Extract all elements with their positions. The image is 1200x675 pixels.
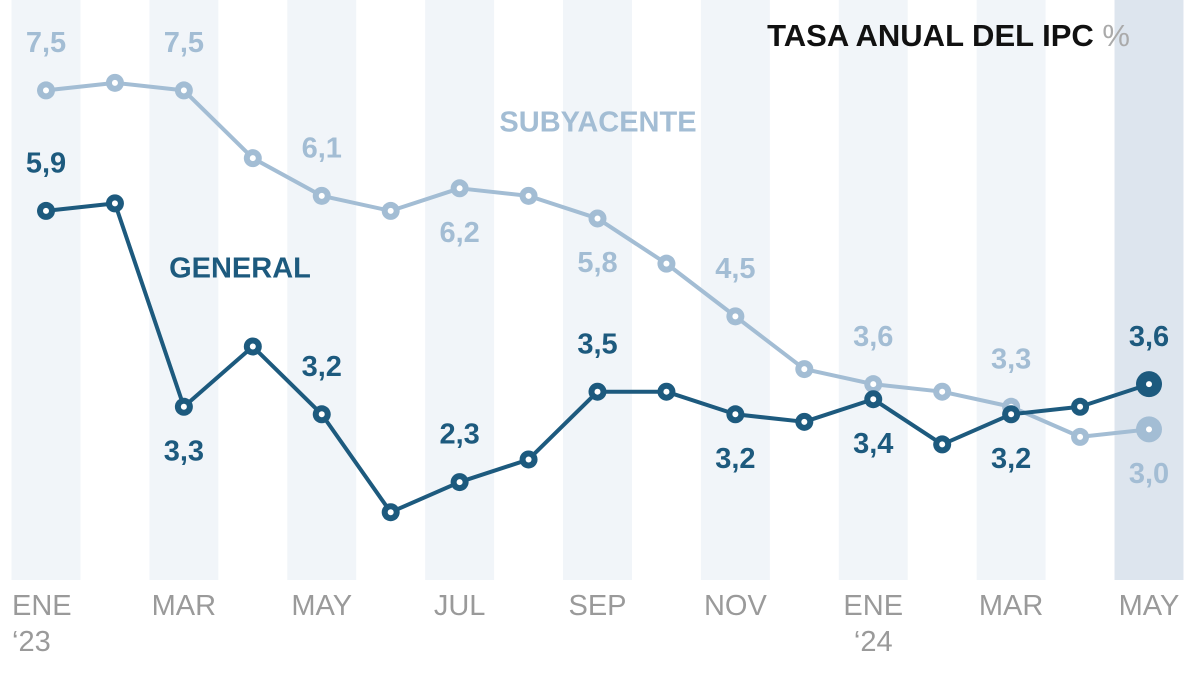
series-name: SUBYACENTE	[499, 107, 696, 139]
data-label: 3,6	[853, 321, 893, 353]
series-name: GENERAL	[169, 253, 311, 285]
data-label: 3,3	[991, 343, 1031, 375]
point-dot	[43, 207, 49, 214]
point-dot	[1146, 381, 1152, 388]
point-dot	[663, 388, 670, 395]
x-tick-label: MAY	[1118, 590, 1180, 622]
data-label: 6,2	[439, 217, 479, 249]
point-dot	[939, 441, 946, 448]
band	[563, 0, 632, 580]
point-dot	[870, 381, 877, 388]
data-label: 7,5	[164, 27, 204, 59]
point-dot	[732, 313, 739, 320]
x-tick-label: JUL	[433, 590, 486, 622]
point-dot	[318, 192, 325, 199]
data-label: 2,3	[439, 419, 479, 451]
data-label: 4,5	[715, 253, 755, 285]
point-dot	[1146, 426, 1152, 433]
unit: %	[1102, 18, 1130, 53]
point-dot	[525, 456, 532, 463]
point-dot	[801, 366, 808, 373]
point-dot	[249, 155, 256, 162]
point-dot	[1008, 411, 1015, 418]
point-dot	[456, 185, 463, 192]
point-dot	[732, 411, 739, 418]
point-dot	[111, 200, 118, 207]
data-label: 3,3	[164, 435, 204, 467]
band	[838, 0, 908, 580]
data-label: 3,2	[991, 443, 1031, 475]
x-tick-label: MAY	[291, 590, 353, 622]
data-label: 5,9	[26, 148, 66, 180]
point-dot	[801, 418, 808, 425]
x-tick-label: NOV	[703, 590, 767, 622]
data-label: 3,2	[715, 443, 755, 475]
data-label: 3,0	[1129, 458, 1169, 490]
data-label: 3,2	[302, 351, 342, 383]
point-dot	[939, 388, 946, 395]
point-dot	[180, 403, 187, 410]
band	[700, 0, 770, 580]
point-dot	[180, 87, 187, 94]
data-label: 3,5	[577, 328, 617, 360]
data-label: 3,6	[1129, 321, 1169, 353]
point-dot	[1077, 433, 1084, 440]
point-dot	[387, 207, 394, 214]
point-dot	[525, 192, 532, 199]
x-tick-label: MAR	[151, 590, 217, 622]
band	[287, 0, 357, 580]
x-tick-label: ENE ‘24	[843, 590, 904, 658]
point-dot	[663, 260, 670, 267]
point-dot	[1077, 403, 1084, 410]
x-tick-label: ENE ‘23	[12, 590, 72, 658]
title: TASA ANUAL DEL IPC	[767, 18, 1094, 53]
data-label: 7,5	[26, 27, 66, 59]
point-dot	[43, 87, 49, 94]
chart-title: TASA ANUAL DEL IPC %	[767, 18, 1130, 53]
x-tick-label: MAR	[978, 590, 1044, 622]
data-label: 5,8	[577, 247, 617, 279]
point-dot	[249, 343, 256, 350]
point-dot	[594, 388, 601, 395]
point-dot	[870, 396, 877, 403]
band	[1114, 0, 1184, 580]
data-label: 6,1	[302, 133, 342, 165]
point-dot	[594, 215, 601, 222]
x-tick-label: SEP	[568, 590, 627, 622]
point-dot	[387, 509, 394, 516]
data-label: 3,4	[853, 428, 893, 460]
point-dot	[318, 411, 325, 418]
point-dot	[456, 479, 463, 486]
band	[976, 0, 1046, 580]
point-dot	[111, 79, 118, 86]
